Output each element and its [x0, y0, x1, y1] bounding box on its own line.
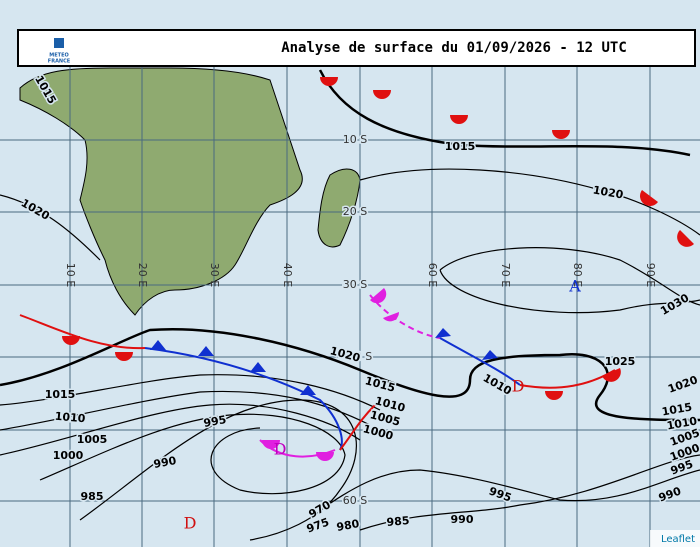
attribution[interactable]: Leaflet	[661, 534, 695, 545]
lon-label: 90 E	[644, 263, 657, 287]
isobar-label: 990	[152, 454, 177, 471]
isobar-label: 990	[451, 513, 474, 526]
attribution-box	[650, 530, 700, 547]
isobar-label: 1025	[605, 355, 636, 368]
isobar-label: 980	[335, 517, 360, 534]
logo-icon	[54, 38, 64, 48]
pressure-center: D	[184, 514, 197, 533]
africa	[19, 67, 303, 316]
isobar-label: 1015	[45, 388, 76, 401]
lon-label: 70 E	[499, 263, 512, 287]
lat-label: 40 S	[348, 350, 372, 363]
title-box	[17, 29, 696, 67]
lat-label: 60 S	[343, 494, 367, 507]
lon-label: 20 E	[136, 263, 149, 287]
isobar-label: 985	[81, 490, 104, 503]
isobar-label: 995	[202, 413, 227, 430]
isobar-label: 1005	[77, 433, 108, 446]
isobar-label: 1000	[53, 449, 84, 462]
lon-label: 40 E	[281, 263, 294, 287]
lon-label: 10 E	[64, 263, 77, 287]
lat-label: 30 S	[343, 278, 367, 291]
lon-label: 80 E	[571, 263, 584, 287]
pressure-center: D	[274, 440, 287, 459]
title: Analyse de surface du 01/09/2026 - 12 UT…	[281, 40, 627, 56]
lat-label: 10 S	[343, 133, 367, 146]
madagascar	[317, 168, 361, 248]
pressure-center: D	[512, 377, 525, 396]
isobar-label: 1010	[54, 410, 86, 426]
isobar-label: 1015	[445, 140, 476, 153]
pressure-center: A	[568, 277, 581, 296]
logo-text: METEO	[49, 53, 68, 59]
logo-text: FRANCE	[48, 59, 71, 65]
fronts	[19, 77, 694, 461]
isobar-label: 985	[386, 514, 410, 529]
lon-label: 60 E	[426, 263, 439, 287]
lon-label: 30 E	[208, 263, 221, 287]
lat-label: 20 S	[343, 205, 367, 218]
